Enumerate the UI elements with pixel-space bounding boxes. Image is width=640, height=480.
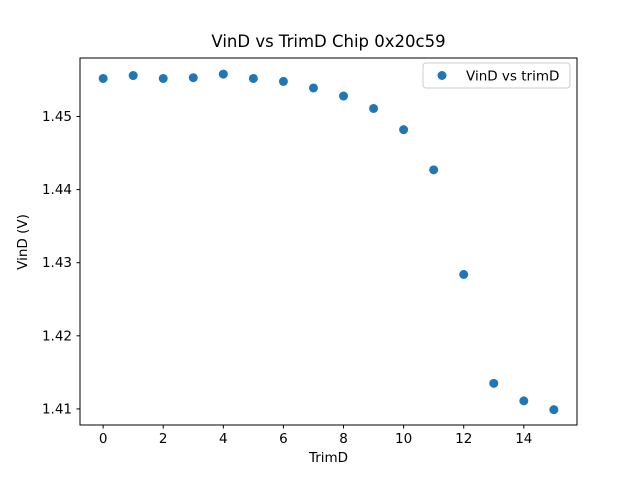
- legend: VinD vs trimD: [422, 62, 571, 89]
- data-point: [158, 73, 168, 83]
- data-point: [489, 378, 499, 388]
- data-point: [308, 83, 318, 93]
- x-tick-label: 4: [219, 431, 228, 447]
- data-point: [339, 91, 349, 101]
- y-axis-label: VinD (V): [15, 214, 31, 270]
- y-tick-label: 1.41: [42, 401, 72, 417]
- y-axis-ticks: 1.41 1.42 1.43 1.44 1.45: [42, 109, 80, 417]
- data-point: [248, 73, 258, 83]
- x-tick-label: 6: [279, 431, 288, 447]
- data-points: [98, 69, 559, 415]
- y-tick-label: 1.45: [42, 109, 72, 125]
- y-tick-label: 1.43: [42, 255, 72, 271]
- x-axis-ticks: 0 2 4 6 8 10 12 14: [99, 425, 532, 447]
- data-point: [519, 396, 529, 406]
- plot-area: [79, 57, 578, 426]
- data-point: [429, 165, 439, 175]
- chart-title: VinD vs TrimD Chip 0x20c59: [211, 32, 445, 51]
- data-point: [278, 76, 288, 86]
- x-tick-label: 14: [515, 431, 532, 447]
- x-axis-label: TrimD: [308, 450, 348, 466]
- data-point: [549, 405, 559, 415]
- x-tick-label: 10: [395, 431, 412, 447]
- data-point: [128, 71, 138, 81]
- x-tick-label: 8: [339, 431, 348, 447]
- y-tick-label: 1.44: [42, 182, 72, 198]
- legend-label: VinD vs trimD: [466, 69, 559, 85]
- x-tick-label: 12: [455, 431, 472, 447]
- legend-marker-icon: [437, 71, 447, 80]
- data-point: [459, 269, 469, 279]
- legend-box: [422, 62, 571, 89]
- x-tick-label: 2: [159, 431, 168, 447]
- data-point: [188, 73, 198, 83]
- data-point: [399, 125, 409, 135]
- y-tick-label: 1.42: [42, 328, 72, 344]
- x-tick-label: 0: [99, 431, 108, 447]
- data-point: [369, 103, 379, 113]
- data-point: [218, 69, 228, 79]
- data-point: [98, 73, 108, 83]
